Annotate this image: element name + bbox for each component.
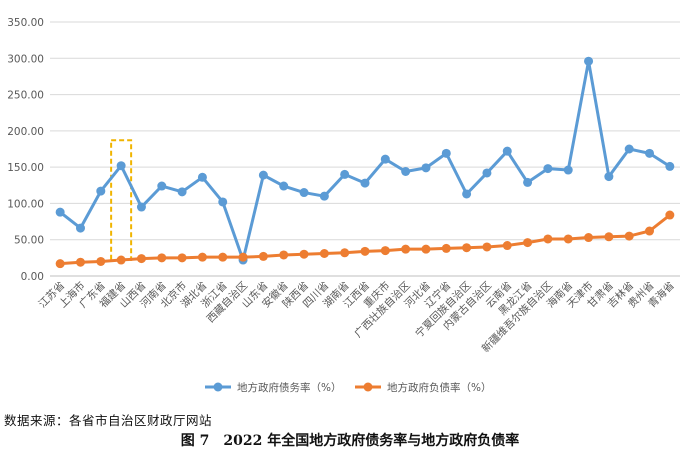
series-line [59, 59, 671, 262]
data-point [340, 248, 350, 258]
data-point [441, 243, 451, 253]
data-point [136, 254, 146, 264]
data-point [258, 170, 268, 180]
data-point [136, 202, 146, 212]
data-point [197, 172, 207, 182]
data-point [441, 148, 451, 158]
legend: 地方政府债务率（%） 地方政府负债率（%） [205, 381, 491, 394]
y-tick-label: 150.00 [7, 162, 44, 174]
legend-label: 地方政府负债率（%） [387, 381, 491, 394]
data-point [279, 250, 289, 260]
legend-marker [363, 382, 373, 392]
series-lines [55, 56, 675, 269]
data-point [462, 189, 472, 199]
data-point [218, 252, 228, 262]
data-point [75, 257, 85, 267]
y-tick-label: 50.00 [14, 235, 44, 247]
data-point [177, 187, 187, 197]
data-point [55, 259, 65, 269]
x-axis-ticks: 江苏省上海市广东省福建省山西省河南省北京市湖北省浙江省西藏自治区山东省安徽省陕西… [36, 279, 677, 355]
y-tick-label: 200.00 [7, 126, 44, 138]
data-point [523, 177, 533, 187]
data-point [177, 253, 187, 263]
data-point [502, 241, 512, 251]
data-point [279, 181, 289, 191]
highlight-box [110, 139, 133, 261]
y-tick-label: 350.00 [7, 17, 44, 29]
data-point [157, 181, 167, 191]
data-point [482, 168, 492, 178]
data-point [645, 148, 655, 158]
highlight-box-rect [110, 139, 133, 261]
figure-caption: 图 7 2022 年全国地方政府债务率与地方政府负债率 [180, 433, 520, 449]
data-point [55, 207, 65, 217]
data-point [299, 188, 309, 198]
data-point [258, 251, 268, 261]
source-note: 数据来源：各省市自治区财政厅网站 [4, 413, 213, 428]
data-point [624, 144, 634, 154]
data-point [523, 238, 533, 248]
data-point [421, 163, 431, 173]
data-point [116, 255, 126, 265]
data-point [360, 246, 370, 256]
data-point [482, 242, 492, 252]
data-point [360, 178, 370, 188]
data-point [75, 223, 85, 233]
data-point [401, 166, 411, 176]
data-point [645, 226, 655, 236]
data-point [462, 243, 472, 253]
legend-item-0: 地方政府债务率（%） [205, 381, 341, 394]
data-point [543, 164, 553, 174]
legend-label: 地方政府债务率（%） [237, 381, 341, 394]
data-point [299, 249, 309, 259]
series-1 [55, 210, 675, 269]
data-point [380, 246, 390, 256]
data-point [197, 252, 207, 262]
data-point [157, 253, 167, 263]
data-point [238, 252, 248, 262]
legend-marker [213, 382, 223, 392]
y-tick-label: 300.00 [7, 53, 44, 65]
data-point [584, 56, 594, 66]
data-point [665, 210, 675, 220]
data-point [218, 197, 228, 207]
data-point [401, 244, 411, 254]
data-point [380, 154, 390, 164]
data-point [563, 234, 573, 244]
series-0 [55, 56, 675, 265]
grid-lines [50, 21, 680, 277]
legend-item-1: 地方政府负债率（%） [355, 381, 491, 394]
y-tick-label: 250.00 [7, 90, 44, 102]
data-point [563, 165, 573, 175]
y-axis-ticks: 0.00 50.00 100.00 150.00 200.00 250.00 300.00 3… [7, 17, 44, 283]
y-tick-label: 100.00 [7, 198, 44, 210]
data-point [319, 249, 329, 259]
y-tick-label: 0.00 [21, 271, 44, 283]
data-point [604, 232, 614, 242]
data-point [665, 161, 675, 171]
data-point [604, 172, 614, 182]
data-point [116, 161, 126, 171]
data-point [319, 191, 329, 201]
data-point [96, 186, 106, 196]
data-point [543, 234, 553, 244]
data-point [584, 233, 594, 243]
data-point [624, 231, 634, 241]
data-point [502, 146, 512, 156]
data-point [340, 169, 350, 179]
data-point [96, 256, 106, 266]
data-point [421, 244, 431, 254]
